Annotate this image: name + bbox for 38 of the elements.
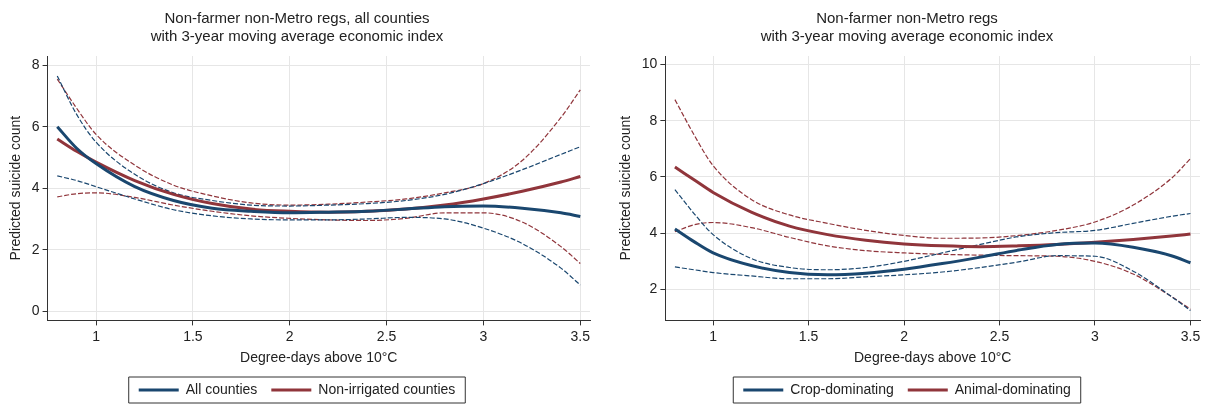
line-series (674, 99, 1192, 239)
line-series (56, 192, 581, 265)
x-axis-title: Degree-days above 10°C (854, 349, 1012, 366)
x-tick-label: 2 (900, 327, 909, 344)
legend-label: Animal-dominating (954, 380, 1071, 397)
legend-label: Crop-dominating (790, 380, 894, 397)
x-tick-label: 1.5 (798, 327, 819, 344)
x-tick-label: 2.5 (376, 327, 397, 344)
line-series (55, 125, 582, 218)
x-tick-label: 1 (709, 327, 718, 344)
y-tick-label: 6 (31, 117, 40, 134)
x-tick-label: 3 (1091, 327, 1100, 344)
line-series (674, 189, 1192, 271)
x-tick-label: 3.5 (1180, 327, 1201, 344)
y-tick-label: 8 (31, 56, 40, 73)
y-tick-label: 10 (641, 55, 658, 72)
y-tick-label: 8 (649, 111, 658, 128)
chart-title: Non-farmer non-Metro regs, all counties with 3-year moving average economic index (149, 9, 444, 45)
y-tick-label: 0 (31, 302, 40, 319)
x-tick-label: 3.5 (570, 327, 591, 344)
y-tick-label: 2 (649, 280, 658, 297)
legend-label: All counties (185, 380, 258, 397)
y-tick-label: 2 (31, 240, 40, 257)
x-tick-label: 2.5 (989, 327, 1010, 344)
legend-label: Non-irrigated counties (318, 380, 456, 397)
y-axis-title: Predicted suicide count (7, 115, 24, 261)
chart-title: Non-farmer non-Metro regs with 3-year moving average economic index (759, 9, 1054, 45)
x-tick-label: 3 (479, 327, 488, 344)
line-series (674, 221, 1192, 310)
y-tick-label: 6 (649, 167, 658, 184)
y-tick-label: 4 (31, 179, 40, 196)
x-tick-label: 2 (285, 327, 294, 344)
x-tick-label: 1.5 (183, 327, 203, 344)
y-axis-title: Predicted suicide count (617, 115, 634, 261)
line-series (56, 175, 581, 286)
y-tick-label: 4 (649, 224, 658, 241)
x-axis-title: Degree-days above 10°C (240, 349, 398, 366)
x-tick-label: 1 (92, 327, 101, 344)
